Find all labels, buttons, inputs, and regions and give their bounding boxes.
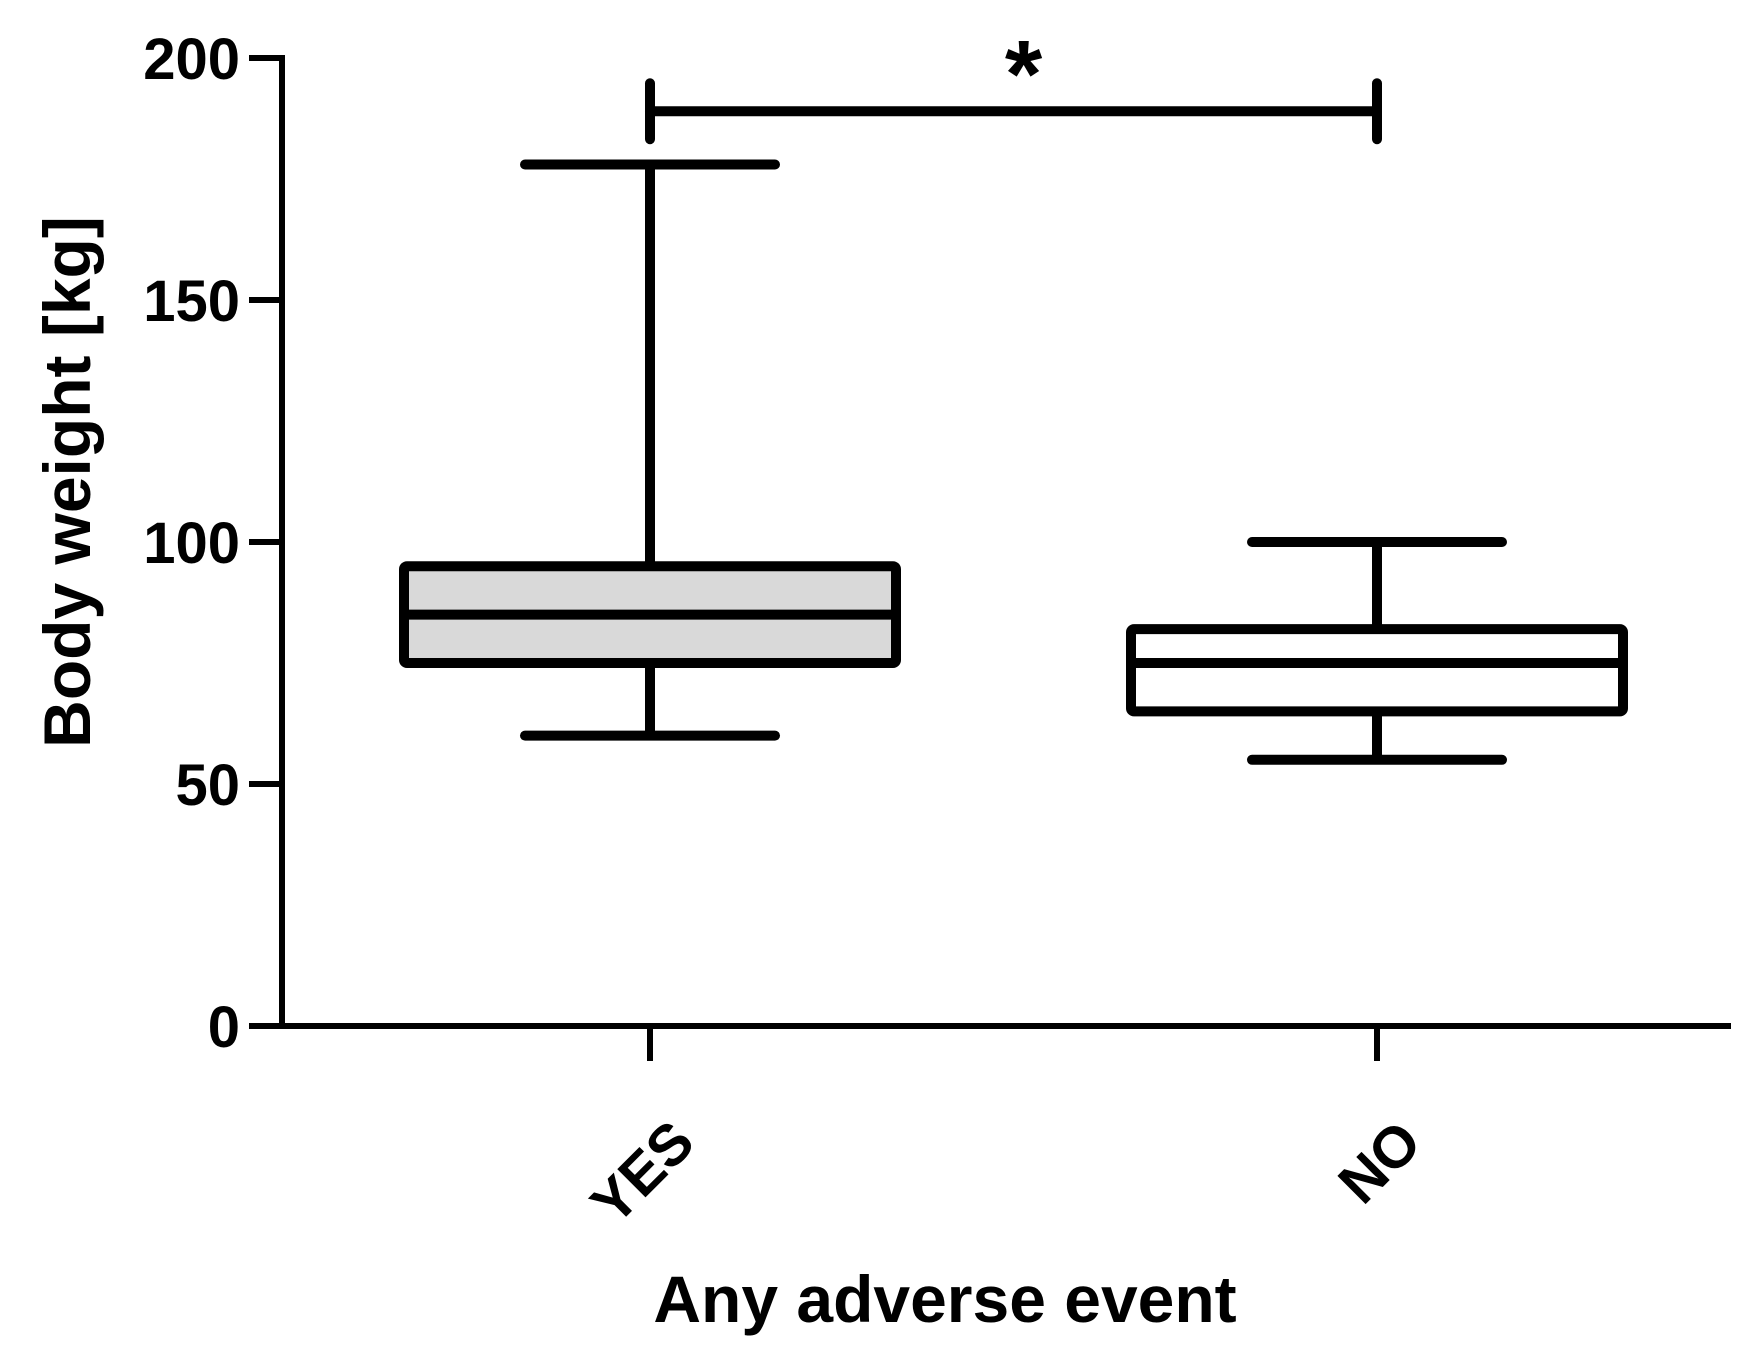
x-tick-label-yes: YES <box>579 1109 707 1237</box>
axes: 0 50 100 150 200 YES NO <box>143 27 1731 1237</box>
y-tick-label-100: 100 <box>143 511 240 576</box>
box-yes <box>399 159 901 741</box>
x-axis-title: Any adverse event <box>653 1262 1236 1336</box>
annotations: * <box>645 21 1382 145</box>
significance-label: * <box>1005 21 1043 128</box>
y-tick-label-0: 0 <box>208 995 240 1060</box>
y-tick-label-50: 50 <box>175 753 240 818</box>
box-no <box>1126 537 1628 765</box>
boxes <box>399 159 1628 765</box>
x-tick-label-no: NO <box>1326 1109 1433 1216</box>
y-tick-label-200: 200 <box>143 27 240 92</box>
y-axis-title: Body weight [kg] <box>30 216 104 748</box>
iqr-box <box>1126 624 1628 717</box>
y-tick-label-150: 150 <box>143 269 240 334</box>
